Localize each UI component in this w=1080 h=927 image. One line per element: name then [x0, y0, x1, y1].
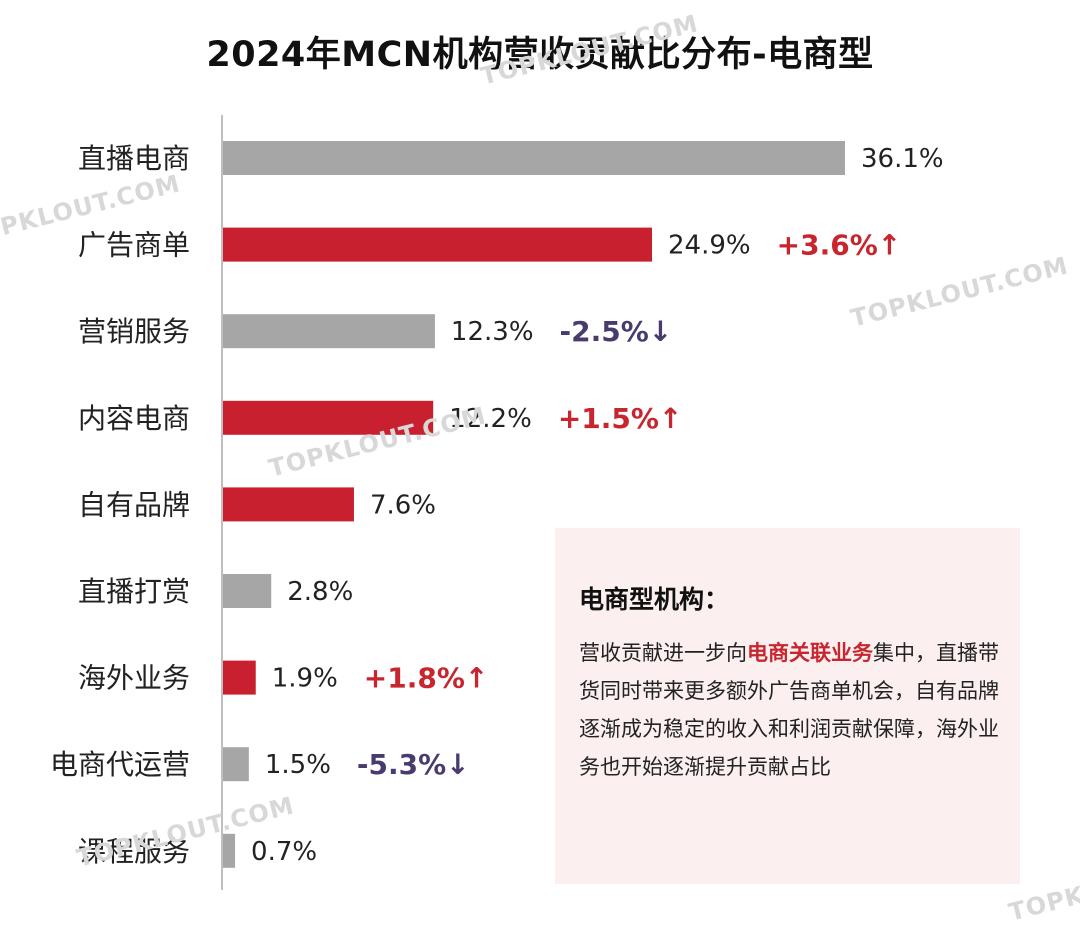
bar — [223, 487, 354, 522]
bar — [223, 400, 434, 435]
bar — [223, 314, 435, 349]
note-text-after: 集中，直播带货同时带来更多额外广告商单机会，自有品牌逐渐成为稳定的收入和利润贡献… — [579, 641, 999, 779]
change-label: +1.5%↑ — [558, 402, 683, 435]
category-label: 直播打赏 — [78, 575, 190, 608]
category-label: 内容电商 — [78, 402, 190, 435]
bar — [223, 141, 845, 175]
change-label: +1.8%↑ — [364, 662, 489, 695]
bar — [223, 833, 236, 868]
value-label: 2.8% — [287, 577, 353, 607]
value-label: 0.7% — [251, 837, 317, 867]
bars-layer: 直播电商 36.1% 广告商单 24.9% 营销服务 12.3% 内容电商 12.2% 自有品牌… — [50, 141, 944, 868]
note-text-before: 营收贡献进一步向 — [579, 641, 747, 665]
value-label: 36.1% — [861, 144, 944, 174]
value-label: 24.9% — [668, 231, 751, 261]
change-label: -2.5%↓ — [560, 315, 673, 348]
chart-title: 2024年MCN机构营收贡献比分布-电商型 — [206, 35, 874, 75]
note-box: 电商型机构： 营收贡献进一步向电商关联业务集中，直播带货同时带来更多额外广告商单… — [555, 528, 1020, 884]
note-body: 营收贡献进一步向电商关联业务集中，直播带货同时带来更多额外广告商单机会，自有品牌… — [579, 634, 1004, 786]
value-label: 1.5% — [265, 750, 331, 780]
category-label: 电商代运营 — [50, 748, 190, 781]
category-label: 广告商单 — [78, 229, 190, 262]
category-label: 海外业务 — [78, 662, 190, 695]
bar — [223, 747, 249, 782]
category-label: 自有品牌 — [78, 488, 190, 521]
bar — [223, 660, 256, 695]
category-label: 直播电商 — [78, 142, 190, 175]
category-label: 营销服务 — [78, 315, 190, 348]
note-heading: 电商型机构： — [579, 585, 730, 614]
change-label: +3.6%↑ — [777, 229, 902, 262]
value-label: 7.6% — [370, 490, 436, 520]
note-highlight: 电商关联业务 — [747, 641, 873, 665]
change-label: -5.3%↓ — [357, 748, 470, 781]
bar — [223, 227, 653, 262]
bar — [223, 574, 272, 608]
value-label: 12.3% — [451, 317, 534, 347]
category-label: 课程服务 — [78, 835, 190, 868]
value-label: 12.2% — [449, 404, 532, 434]
value-label: 1.9% — [272, 664, 338, 694]
